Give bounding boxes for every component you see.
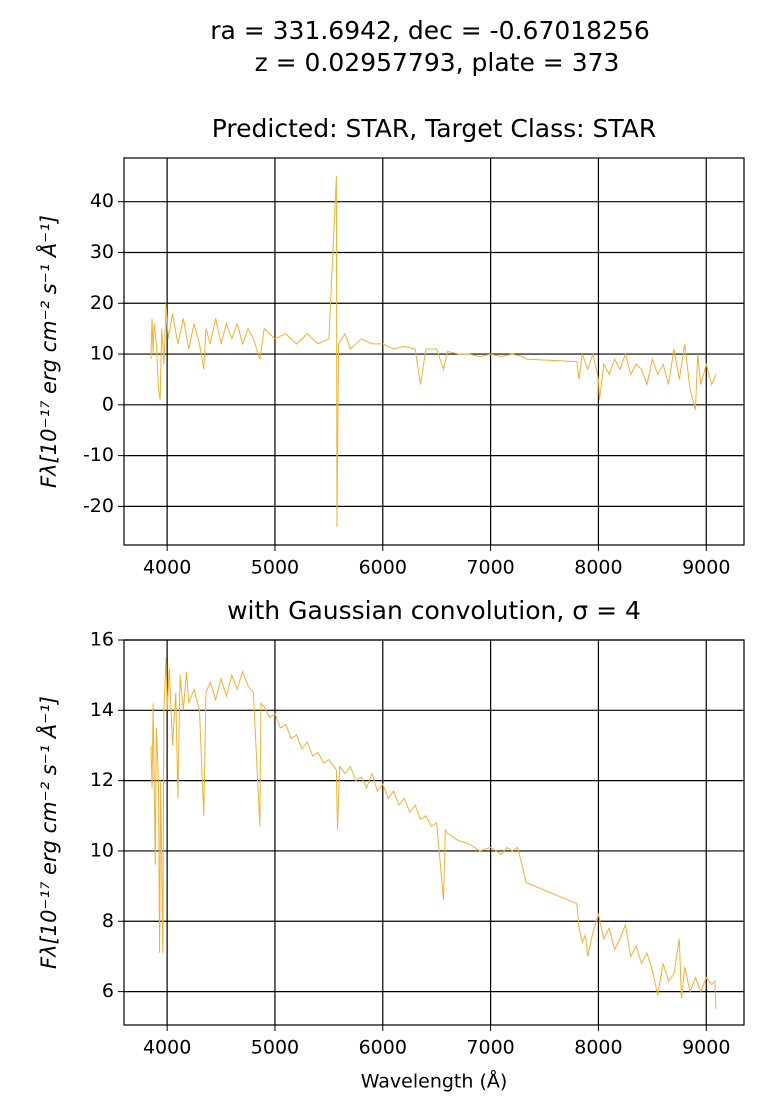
x-tick-label: 4000 <box>143 1037 191 1059</box>
y-tick-label: 10 <box>90 343 114 365</box>
spectrum-line <box>150 176 717 527</box>
x-tick-label: 8000 <box>574 1037 622 1059</box>
y-tick-label: 8 <box>102 910 114 932</box>
y-tick-label: -20 <box>83 495 114 517</box>
y-tick-label: 20 <box>90 292 114 314</box>
axes-title: with Gaussian convolution, σ = 4 <box>227 596 641 625</box>
x-tick-label: 8000 <box>574 557 622 579</box>
x-tick-label: 6000 <box>359 557 407 579</box>
x-tick-label: 9000 <box>682 557 730 579</box>
x-tick-label: 4000 <box>143 557 191 579</box>
axes-frame <box>123 157 745 546</box>
y-tick-label: -10 <box>83 444 114 466</box>
y-tick-label: 6 <box>102 980 114 1002</box>
y-tick-label: 0 <box>102 393 114 415</box>
x-tick-label: 6000 <box>359 1037 407 1059</box>
spectrum-line <box>150 657 717 1010</box>
figure-title: ra = 331.6942, dec = -0.67018256 <box>210 16 650 45</box>
y-axis-label: Fλ[10⁻¹⁷ erg cm⁻² s⁻¹ Å⁻¹] <box>35 215 61 488</box>
y-axis-label: Fλ[10⁻¹⁷ erg cm⁻² s⁻¹ Å⁻¹] <box>35 696 61 969</box>
y-tick-label: 40 <box>90 190 114 212</box>
x-tick-label: 7000 <box>466 557 514 579</box>
y-tick-label: 12 <box>90 769 114 791</box>
y-tick-label: 30 <box>90 241 114 263</box>
figure-title: z = 0.02957793, plate = 373 <box>255 48 620 77</box>
x-tick-label: 5000 <box>251 1037 299 1059</box>
x-tick-label: 7000 <box>466 1037 514 1059</box>
x-tick-label: 9000 <box>682 1037 730 1059</box>
y-tick-label: 10 <box>90 839 114 861</box>
x-axis-label: Wavelength (Å) <box>361 1070 508 1093</box>
y-tick-label: 16 <box>90 629 114 651</box>
y-tick-label: 14 <box>90 699 114 721</box>
axes-frame <box>123 639 745 1026</box>
axes-title: Predicted: STAR, Target Class: STAR <box>212 114 656 143</box>
x-tick-label: 5000 <box>251 557 299 579</box>
